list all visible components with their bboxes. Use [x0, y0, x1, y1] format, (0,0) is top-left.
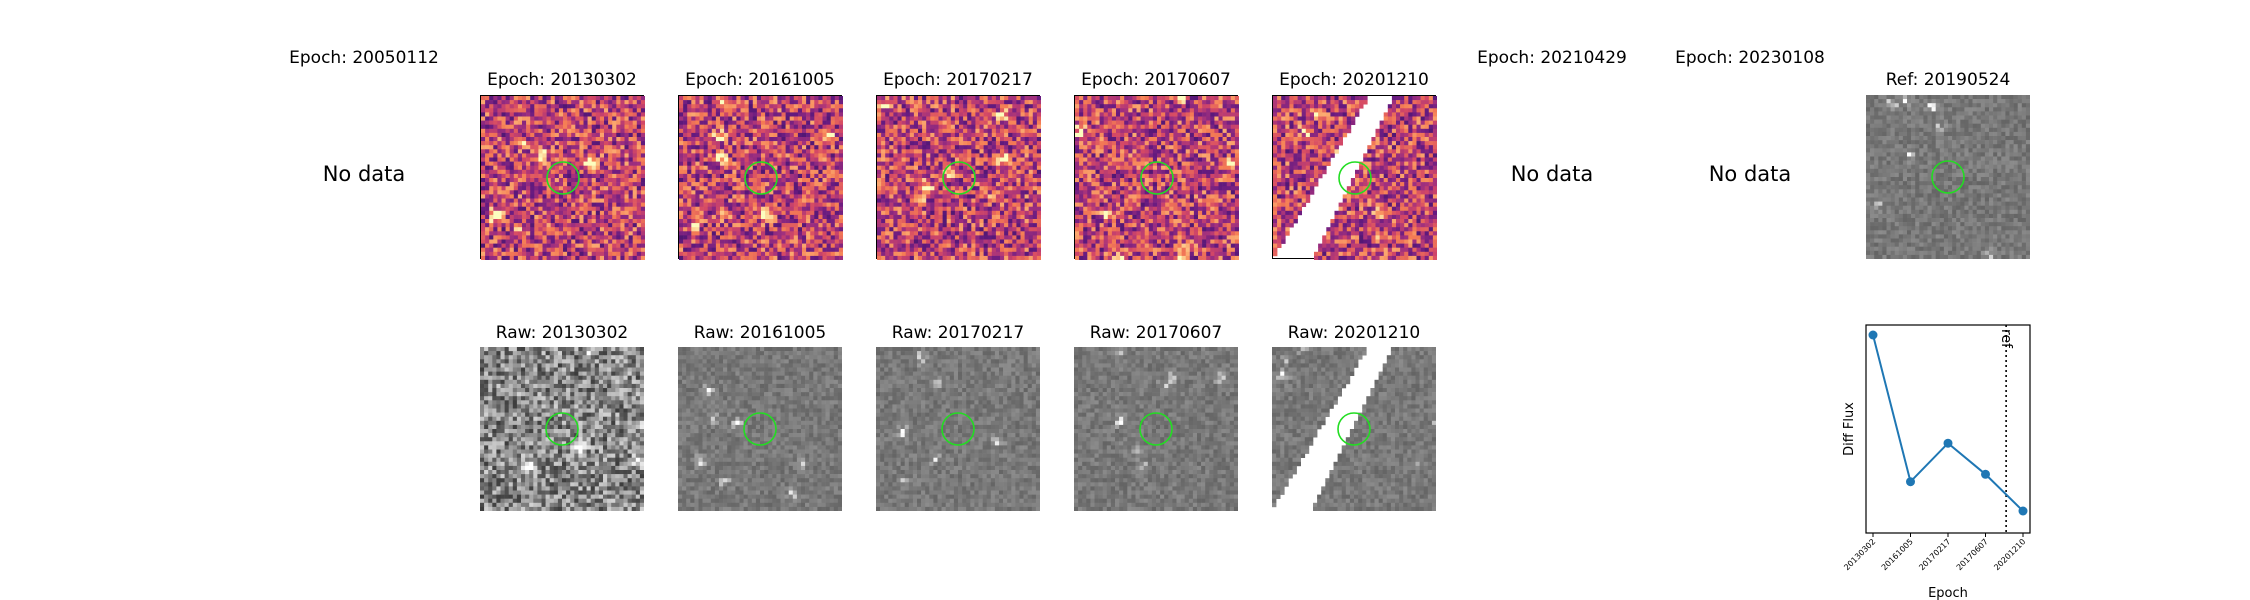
reference-label: ref: [1998, 329, 2014, 349]
raw-image-20170217: [876, 347, 1040, 511]
x-tick-label: 20170217: [1917, 537, 1952, 572]
target-marker-circle: [1139, 412, 1173, 446]
title-epoch-20050112: Epoch: 20050112: [289, 48, 439, 68]
title-ref-20190524: Ref: 20190524: [1885, 70, 2011, 90]
target-marker-circle: [1337, 412, 1371, 446]
title-raw-20170607: Raw: 20170607: [1089, 323, 1223, 343]
series-line: [1872, 334, 2024, 512]
raw-image-20130302: [480, 347, 644, 511]
diff-image-20130302: [480, 95, 645, 260]
data-point: [1981, 469, 1990, 479]
target-marker-circle: [1931, 160, 1965, 194]
diff-image-20170607: [1074, 95, 1239, 260]
target-marker-circle: [743, 412, 777, 446]
diff-image-20170217: [876, 95, 1041, 260]
x-tick-label: 20130302: [1842, 537, 1877, 572]
title-epoch-20201210: Epoch: 20201210: [1279, 70, 1429, 90]
y-axis-label: Diff Flux: [1842, 402, 1857, 456]
target-marker-circle: [545, 412, 579, 446]
no-data-20230108: No data: [1708, 162, 1792, 186]
raw-image-20201210: [1272, 347, 1436, 511]
x-tick-label: 20170607: [1955, 537, 1990, 572]
title-epoch-20170607: Epoch: 20170607: [1081, 70, 1231, 90]
title-epoch-20130302: Epoch: 20130302: [487, 70, 637, 90]
diff-image-20161005: [678, 95, 843, 260]
raw-image-20161005: [678, 347, 842, 511]
data-point: [1868, 330, 1878, 340]
data-point: [2018, 506, 2028, 516]
target-marker-circle: [1140, 161, 1174, 195]
title-raw-20130302: Raw: 20130302: [495, 323, 629, 343]
x-tick-label: 20161005: [1880, 537, 1915, 572]
diff-image-20201210: [1272, 95, 1437, 260]
data-point: [1906, 477, 1915, 487]
title-raw-20201210: Raw: 20201210: [1287, 323, 1421, 343]
target-marker-circle: [942, 161, 976, 195]
no-data-20210429: No data: [1510, 162, 1594, 186]
title-epoch-20161005: Epoch: 20161005: [685, 70, 835, 90]
title-epoch-20210429: Epoch: 20210429: [1477, 48, 1627, 68]
no-data-20050112: No data: [322, 162, 406, 186]
data-point: [1943, 438, 1953, 448]
title-epoch-20230108: Epoch: 20230108: [1675, 48, 1825, 68]
title-raw-20161005: Raw: 20161005: [693, 323, 827, 343]
x-axis-label: Epoch: [1928, 586, 1968, 600]
ref-image-20190524: [1866, 95, 2030, 259]
title-epoch-20170217: Epoch: 20170217: [883, 70, 1033, 90]
target-marker-circle: [546, 161, 580, 195]
target-marker-circle: [744, 161, 778, 195]
title-raw-20170217: Raw: 20170217: [891, 323, 1025, 343]
target-marker-circle: [941, 412, 975, 446]
target-marker-circle: [1338, 161, 1372, 195]
x-tick-label: 20201210: [1992, 537, 2027, 572]
raw-image-20170607: [1074, 347, 1238, 511]
